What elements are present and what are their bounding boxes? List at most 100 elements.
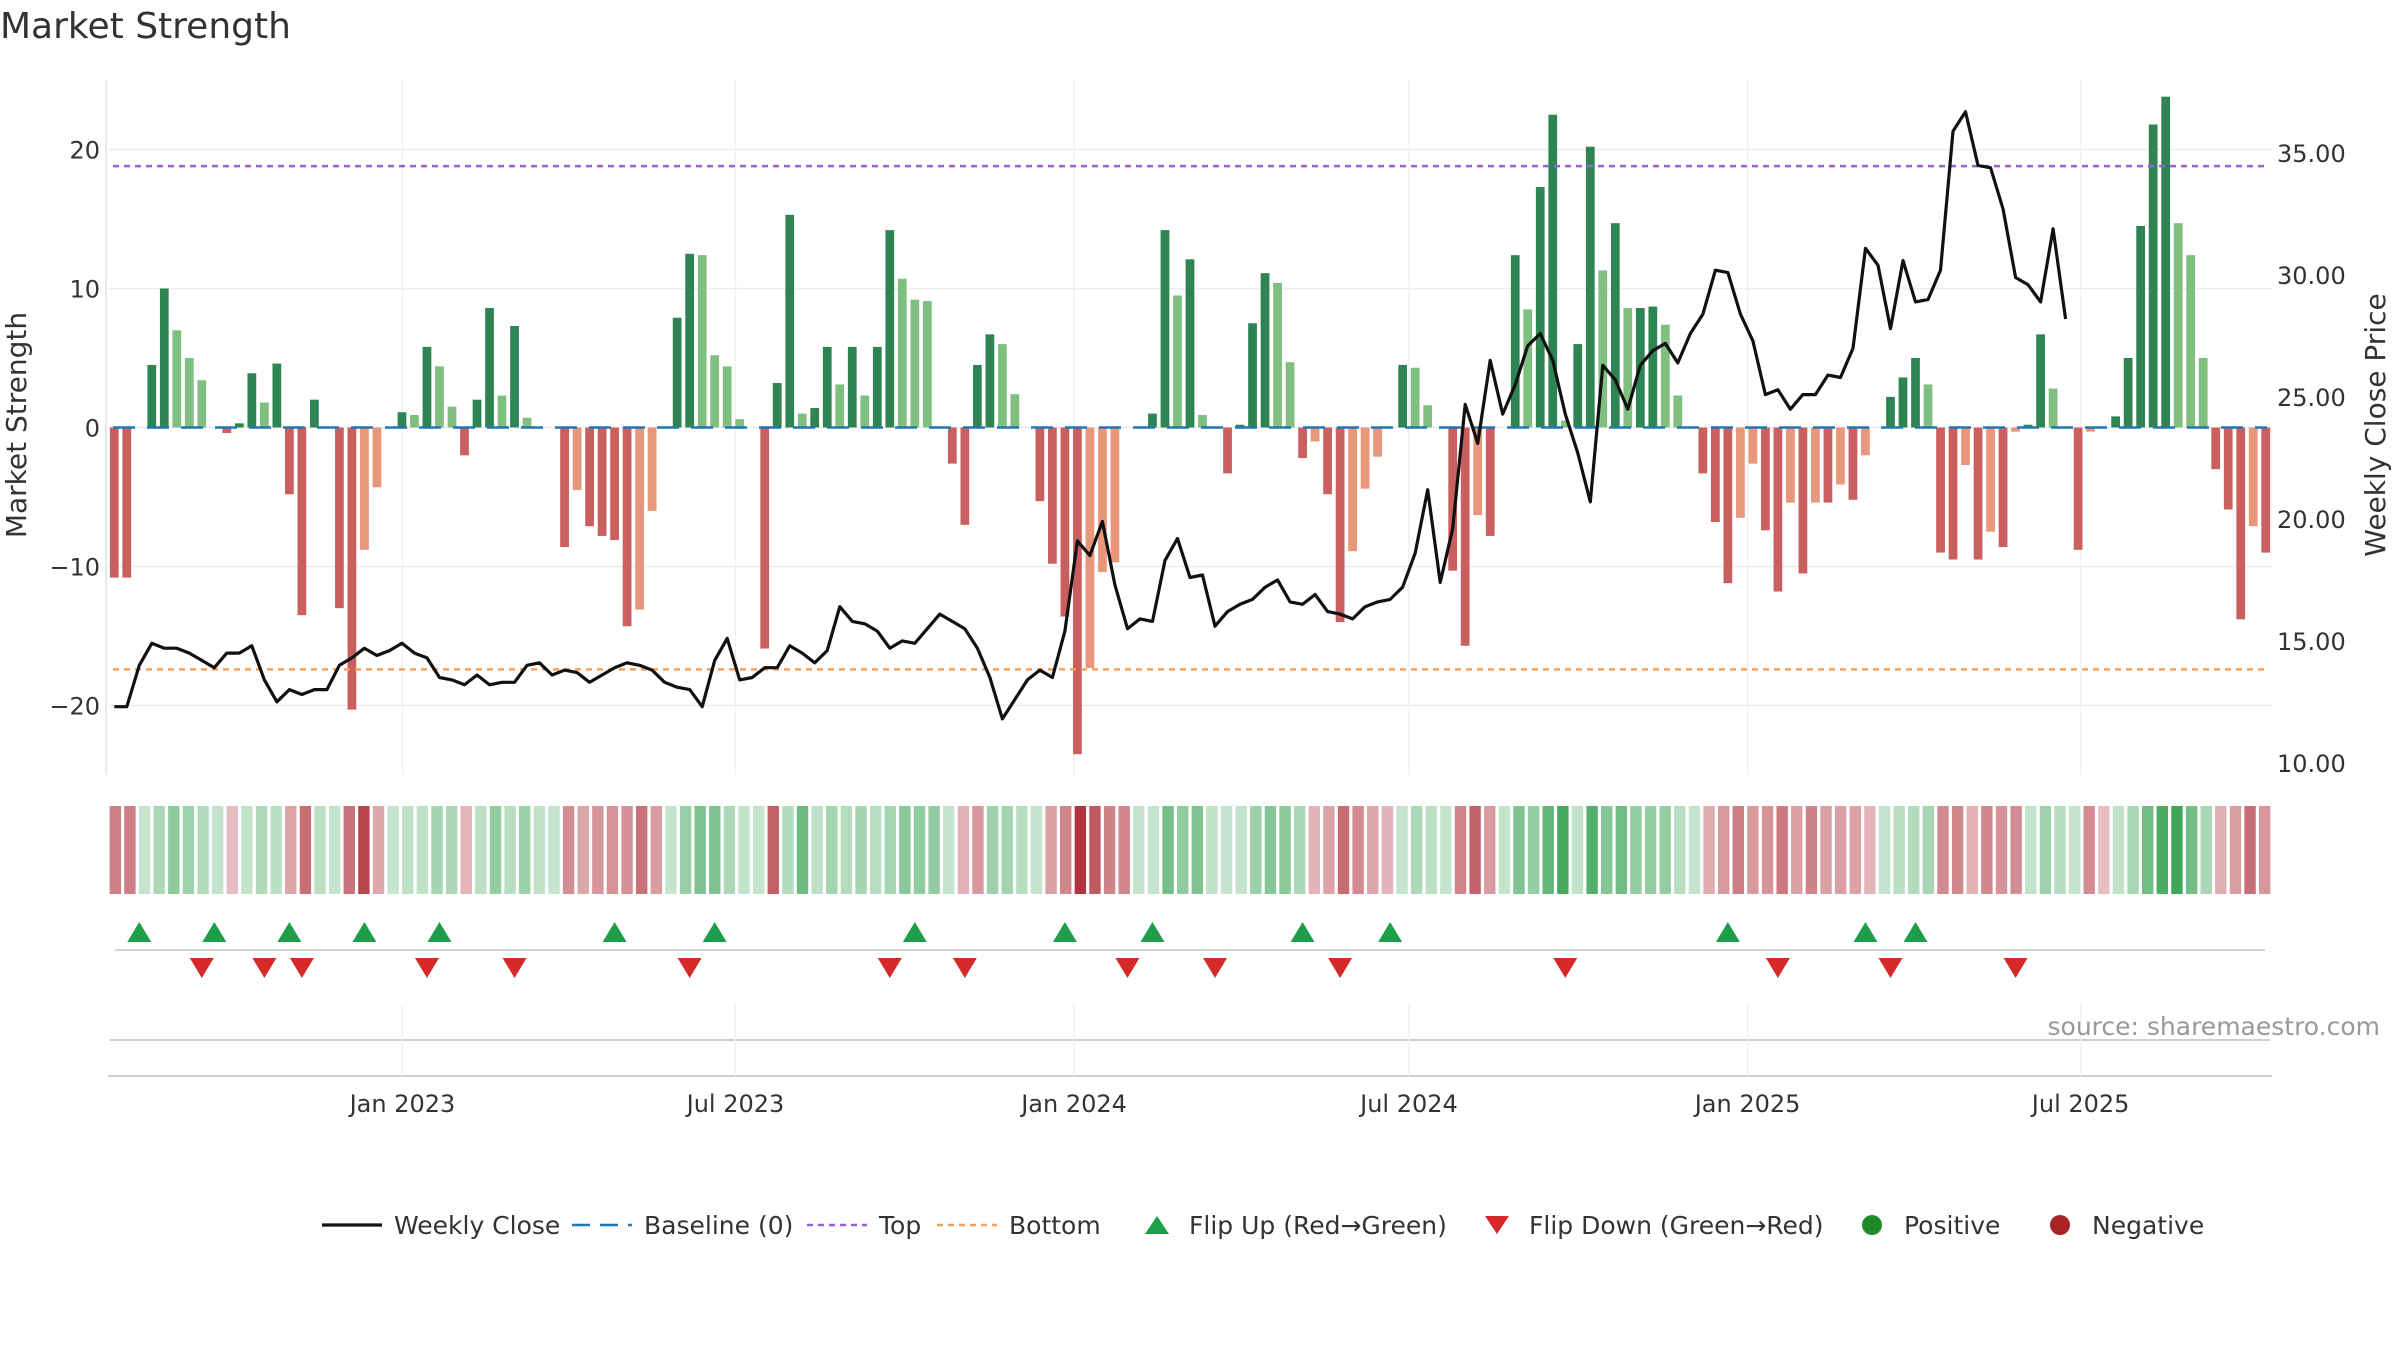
heat-cell bbox=[2142, 806, 2154, 894]
flip-down-marker bbox=[1765, 958, 1790, 978]
strength-bar bbox=[1973, 427, 1983, 560]
flip-down-marker bbox=[1115, 958, 1140, 978]
strength-bar bbox=[985, 334, 995, 428]
strength-bar bbox=[247, 373, 257, 428]
left-axis-ticks: 20 10 0 −10 −20 bbox=[49, 137, 100, 721]
left-tick-label: 20 bbox=[69, 137, 100, 165]
strength-bar bbox=[1160, 230, 1170, 428]
heat-cell bbox=[402, 806, 414, 894]
strength-bar bbox=[685, 253, 695, 428]
strength-bar bbox=[1911, 358, 1920, 428]
heat-cell bbox=[1206, 806, 1218, 894]
heat-cell bbox=[226, 806, 238, 894]
strength-bar bbox=[1648, 306, 1658, 428]
strength-bar bbox=[1098, 427, 1107, 573]
heat-cell bbox=[1060, 806, 1072, 894]
heat-cell bbox=[723, 806, 736, 894]
heat-cell bbox=[182, 806, 195, 894]
strength-bar bbox=[1886, 396, 1895, 428]
heat-cell bbox=[782, 806, 794, 894]
strength-bar bbox=[2161, 96, 2171, 428]
strength-bar bbox=[1773, 427, 1783, 592]
heat-cell bbox=[679, 806, 692, 894]
heat-cell bbox=[519, 806, 531, 894]
heat-cell bbox=[1074, 806, 1087, 894]
strength-bar bbox=[2011, 427, 2020, 432]
strength-bar bbox=[472, 399, 482, 428]
legend-flip-up-icon bbox=[1137, 1213, 1189, 1237]
left-axis-title: Market Strength bbox=[0, 312, 33, 538]
flip-up-marker bbox=[127, 922, 152, 942]
strength-bar bbox=[1560, 420, 1570, 428]
strength-bar bbox=[2073, 427, 2083, 550]
strength-bar bbox=[447, 406, 457, 428]
strength-bar bbox=[2023, 424, 2033, 428]
x-tick-label: Jan 2024 bbox=[1019, 1090, 1127, 1118]
heat-cell bbox=[577, 806, 589, 894]
strength-bar bbox=[2111, 416, 2121, 428]
heat-cell bbox=[752, 806, 765, 894]
heat-cell bbox=[1308, 806, 1320, 894]
strength-bar bbox=[897, 278, 907, 428]
strength-bar bbox=[234, 423, 244, 428]
strength-bar bbox=[1623, 307, 1633, 428]
strength-bar bbox=[835, 384, 845, 428]
flip-up-marker bbox=[1140, 922, 1165, 942]
market-strength-chart: 20 10 0 −10 −20 35.00 30.00 25.00 20.00 15.00 10.… bbox=[0, 80, 2392, 1118]
flip-down-marker bbox=[502, 958, 527, 978]
strength-bar bbox=[1110, 427, 1120, 563]
strength-bar bbox=[1898, 377, 1908, 428]
legend: Weekly Close Baseline (0) Top Bottom Flip Up… bbox=[0, 1205, 2400, 1245]
heat-cell bbox=[1250, 806, 1262, 894]
heat-cell bbox=[738, 806, 750, 894]
heat-cell bbox=[343, 806, 355, 894]
strength-bar bbox=[1235, 424, 1245, 428]
strength-bar bbox=[1673, 395, 1683, 428]
legend-item-top: Top bbox=[807, 1205, 921, 1245]
heat-cell bbox=[124, 806, 136, 894]
strength-bar bbox=[710, 355, 720, 428]
heat-cell bbox=[1878, 806, 1891, 894]
strength-bar bbox=[760, 427, 770, 649]
strength-bar bbox=[1660, 324, 1670, 428]
legend-item-negative: Negative bbox=[2040, 1205, 2204, 1245]
strength-bar bbox=[597, 427, 607, 536]
strength-bar bbox=[560, 427, 569, 548]
strength-bar bbox=[1710, 427, 1720, 523]
heat-cell bbox=[2258, 806, 2271, 894]
heat-cell bbox=[1951, 806, 1964, 894]
strength-bar bbox=[2236, 427, 2246, 620]
level-lines bbox=[113, 164, 2267, 671]
strength-bar bbox=[922, 301, 932, 428]
heat-cell bbox=[2054, 806, 2066, 894]
strength-bar bbox=[1761, 427, 1770, 531]
heat-cell bbox=[796, 806, 809, 894]
strength-bar bbox=[997, 344, 1007, 428]
flip-up-marker bbox=[427, 922, 452, 942]
heat-cell bbox=[2127, 806, 2139, 894]
heat-cell bbox=[1440, 806, 1452, 894]
heat-cell bbox=[869, 806, 882, 894]
heat-cell bbox=[1147, 806, 1160, 894]
x-tick-label: Jul 2023 bbox=[685, 1090, 785, 1118]
heat-cell bbox=[928, 806, 940, 894]
strength-bar bbox=[360, 427, 369, 550]
heat-cell bbox=[694, 806, 706, 894]
flip-down-marker bbox=[677, 958, 702, 978]
heat-cell bbox=[2200, 806, 2212, 894]
heat-cell bbox=[1659, 806, 1671, 894]
strength-bar bbox=[1848, 427, 1858, 500]
heat-cell bbox=[767, 806, 779, 894]
heat-cell bbox=[1191, 806, 1204, 894]
strength-bar bbox=[1986, 427, 1995, 532]
flip-down-marker bbox=[2003, 958, 2028, 978]
strength-bar bbox=[1698, 427, 1708, 474]
strength-bar bbox=[1548, 114, 1558, 428]
flip-down-marker bbox=[189, 958, 214, 978]
strength-bar bbox=[1748, 427, 1758, 464]
heat-cell bbox=[1995, 806, 2008, 894]
legend-bottom-icon bbox=[937, 1215, 1009, 1235]
strength-bar bbox=[1198, 414, 1207, 428]
heat-cell bbox=[445, 806, 458, 894]
heat-cell bbox=[957, 806, 970, 894]
